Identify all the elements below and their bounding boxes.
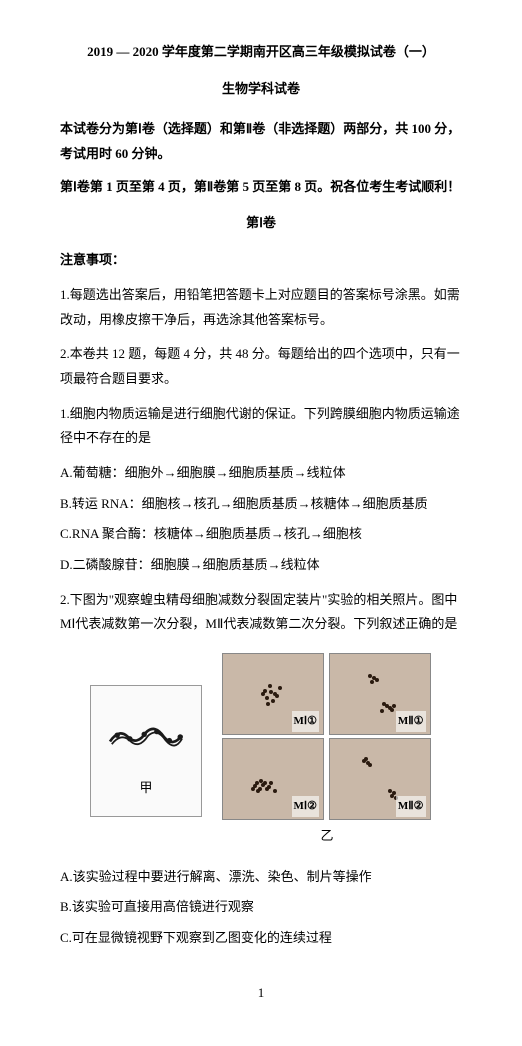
figure-left-wrap: 甲	[90, 685, 202, 817]
figure-row: 甲 MⅠ① MⅡ① MⅠ② MⅡ② 乙	[60, 653, 462, 849]
note-2: 2.本卷共 12 题，每题 4 分，共 48 分。每题给出的四个选项中，只有一项…	[60, 342, 462, 391]
q1-option-c: C.RNA 聚合酶：核糖体→细胞质基质→核孔→细胞核	[60, 522, 462, 547]
cell-label: MⅡ①	[396, 711, 426, 732]
subject-title: 生物学科试卷	[60, 77, 462, 102]
cell-label: MⅠ②	[292, 796, 320, 817]
figure-left-caption: 甲	[139, 776, 152, 801]
part1-title: 第Ⅰ卷	[60, 211, 462, 236]
exam-title: 2019 — 2020 学年度第二学期南开区高三年级模拟试卷（一）	[60, 40, 462, 65]
intro-line-1: 本试卷分为第Ⅰ卷（选择题）和第Ⅱ卷（非选择题）两部分，共 100 分，考试用时 …	[60, 117, 462, 166]
q1-option-b: B.转运 RNA：细胞核→核孔→细胞质基质→核糖体→细胞质基质	[60, 492, 462, 517]
microscopy-cell: MⅠ①	[222, 653, 324, 735]
q2-option-a: A.该实验过程中要进行解离、漂洗、染色、制片等操作	[60, 865, 462, 890]
question-1-stem: 1.细胞内物质运输是进行细胞代谢的保证。下列跨膜细胞内物质运输途径中不存在的是	[60, 402, 462, 451]
figure-left: 甲	[90, 685, 202, 817]
microscopy-cell: MⅠ②	[222, 738, 324, 820]
cell-label: MⅠ①	[292, 711, 320, 732]
note-1: 1.每题选出答案后，用铅笔把答题卡上对应题目的答案标号涂黑。如需改动，用橡皮擦干…	[60, 283, 462, 332]
page-number: 1	[60, 981, 462, 1006]
q1-option-d: D.二磷酸腺苷：细胞膜→细胞质基质→线粒体	[60, 553, 462, 578]
microscopy-cell: MⅡ②	[329, 738, 431, 820]
figure-grid-caption: 乙	[222, 824, 432, 849]
question-2-stem: 2.下图为"观察蝗虫精母细胞减数分裂固定装片"实验的相关照片。图中 MⅠ代表减数…	[60, 588, 462, 637]
figure-grid-wrap: MⅠ① MⅡ① MⅠ② MⅡ② 乙	[222, 653, 432, 849]
q2-option-c: C.可在显微镜视野下观察到乙图变化的连续过程	[60, 926, 462, 951]
q2-option-b: B.该实验可直接用高倍镜进行观察	[60, 895, 462, 920]
intro-line-2: 第Ⅰ卷第 1 页至第 4 页，第Ⅱ卷第 5 页至第 8 页。祝各位考生考试顺利！	[60, 175, 462, 200]
microscopy-cell: MⅡ①	[329, 653, 431, 735]
cell-label: MⅡ②	[396, 796, 426, 817]
notes-header: 注意事项：	[60, 248, 462, 273]
q1-option-a: A.葡萄糖：细胞外→细胞膜→细胞质基质→线粒体	[60, 461, 462, 486]
